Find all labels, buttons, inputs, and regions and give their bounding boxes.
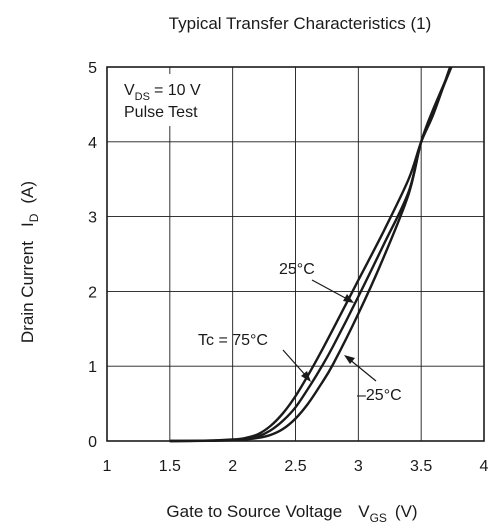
x-tick-label: 1.5 [159,458,181,475]
label-75c: Tc = 75°C [198,332,268,349]
leader-m25c [348,358,377,382]
pulse-test-label: Pulse Test [124,104,198,121]
leader-75c [282,349,308,378]
x-tick-label: 3.5 [410,458,432,475]
x-tick-labels: 1 1.5 2 2.5 3 3.5 4 [103,458,489,475]
x-tick-label: 1 [103,458,112,475]
y-tick-label: 0 [88,434,97,451]
leader-25c [311,279,350,301]
arrow-25c [343,294,354,303]
arrow-m25c [344,355,355,364]
annotation-m25: –25°C [344,355,402,404]
y-axis-label: Drain CurrentID(A) [18,181,41,343]
plot-frame [106,66,485,442]
y-tick-label: 2 [88,284,97,301]
annotation-25: 25°C [279,261,354,303]
conditions-box [118,74,230,126]
x-tick-label: 3 [354,458,363,475]
curve-minus-25c [169,66,453,443]
x-tick-label: 2 [228,458,237,475]
y-tick-label: 5 [88,60,97,77]
y-tick-label: 1 [88,359,97,376]
chart-title: Typical Transfer Characteristics (1) [169,14,432,33]
y-tick-label: 3 [88,210,97,227]
y-tick-labels: 0 1 2 3 4 5 [88,60,97,451]
x-tick-label: 2.5 [284,458,306,475]
label-m25c: –25°C [357,387,402,404]
x-tick-label: 4 [480,458,489,475]
arrow-75c [301,371,311,382]
x-axis-label: Gate to Source Voltage VGS (V) [166,502,417,524]
label-25c: 25°C [279,261,315,278]
y-tick-label: 4 [88,135,97,152]
annotation-75: Tc = 75°C [198,332,311,382]
vds-condition: VDS = 10 V [124,82,201,103]
